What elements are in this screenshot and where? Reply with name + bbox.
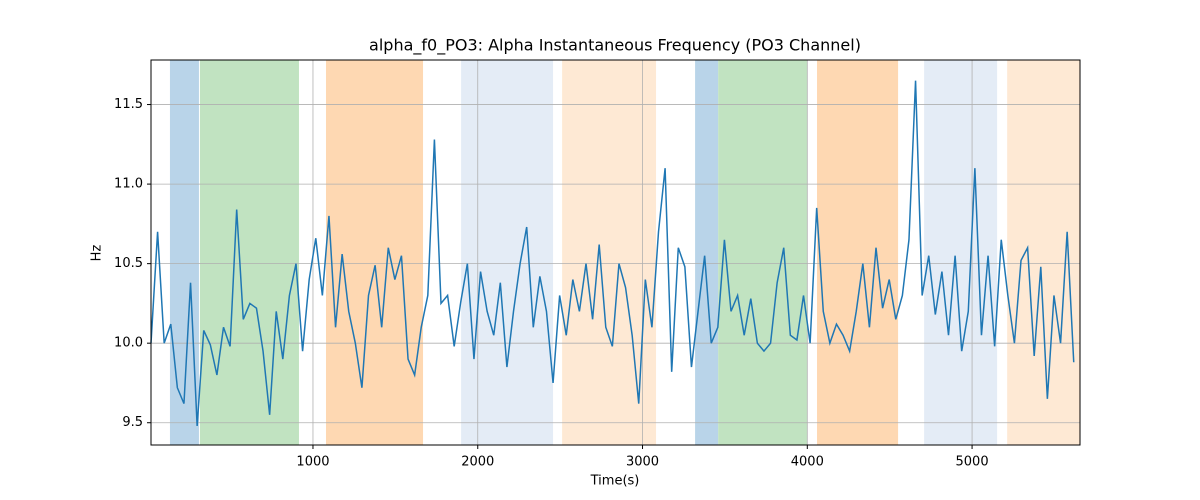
- grid: 1000 2000 3000 4000 5000 9.5 10.0 10.5 11.0 11.5: [114, 60, 1080, 470]
- y-tick-label: 10.5: [114, 256, 143, 271]
- shaded-span: [562, 60, 657, 445]
- y-tick-label: 10.0: [114, 336, 143, 351]
- shaded-span: [325, 60, 424, 445]
- shaded-span: [199, 60, 299, 445]
- plot-frame: [150, 59, 1081, 446]
- shaded-span: [461, 60, 554, 445]
- y-tick-label: 9.5: [122, 415, 143, 430]
- x-tick-label: 3000: [626, 455, 659, 470]
- spans: [169, 60, 1080, 445]
- shaded-span: [924, 60, 998, 445]
- x-tick-label: 4000: [791, 455, 824, 470]
- marks: [150, 80, 1075, 426]
- line-series: [150, 80, 1075, 426]
- shaded-span: [695, 60, 719, 445]
- y-tick-label: 11.5: [114, 97, 143, 112]
- shaded-span: [1007, 60, 1080, 445]
- y-axis-label: Hz: [90, 245, 105, 262]
- x-tick-label: 1000: [296, 455, 329, 470]
- chart-title: alpha_f0_PO3: Alpha Instantaneous Freque…: [369, 36, 861, 56]
- shaded-span: [718, 60, 808, 445]
- x-tick-label: 2000: [461, 455, 494, 470]
- x-axis-label: Time(s): [590, 474, 640, 489]
- x-tick-label: 5000: [956, 455, 989, 470]
- shaded-span: [817, 60, 899, 445]
- y-tick-label: 11.0: [114, 177, 143, 192]
